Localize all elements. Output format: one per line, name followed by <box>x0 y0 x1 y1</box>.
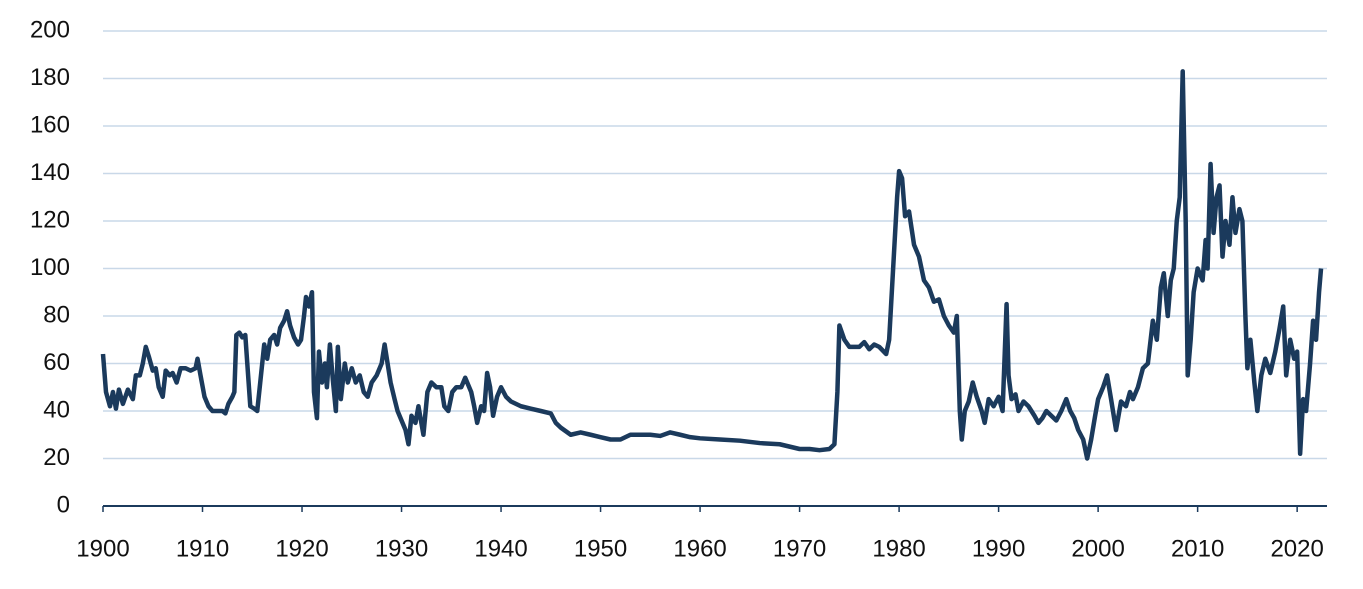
x-tick-label: 2000 <box>1071 535 1124 562</box>
data-line <box>100 69 1324 461</box>
x-tick-label: 1970 <box>773 535 826 562</box>
x-tick-label: 1930 <box>375 535 428 562</box>
y-tick-label: 160 <box>30 111 70 138</box>
y-tick-label: 180 <box>30 64 70 91</box>
y-tick-label: 140 <box>30 159 70 186</box>
x-tick-label: 1960 <box>673 535 726 562</box>
x-tick-label: 1900 <box>76 535 129 562</box>
x-tick-label: 1920 <box>275 535 328 562</box>
y-tick-label: 60 <box>43 349 70 376</box>
y-tick-label: 80 <box>43 301 70 328</box>
y-tick-label: 100 <box>30 254 70 281</box>
y-tick-label: 40 <box>43 396 70 423</box>
y-tick-label: 120 <box>30 206 70 233</box>
y-tick-label: 0 <box>57 491 70 518</box>
x-tick-label: 1910 <box>176 535 229 562</box>
x-tick-label: 1980 <box>872 535 925 562</box>
y-tick-label: 200 <box>30 16 70 43</box>
x-tick-label: 1950 <box>574 535 627 562</box>
x-tick-label: 1990 <box>972 535 1025 562</box>
x-tick-label: 1940 <box>474 535 527 562</box>
x-tick-label: 2010 <box>1171 535 1224 562</box>
x-tick-label: 2020 <box>1270 535 1323 562</box>
y-tick-label: 20 <box>43 444 70 471</box>
